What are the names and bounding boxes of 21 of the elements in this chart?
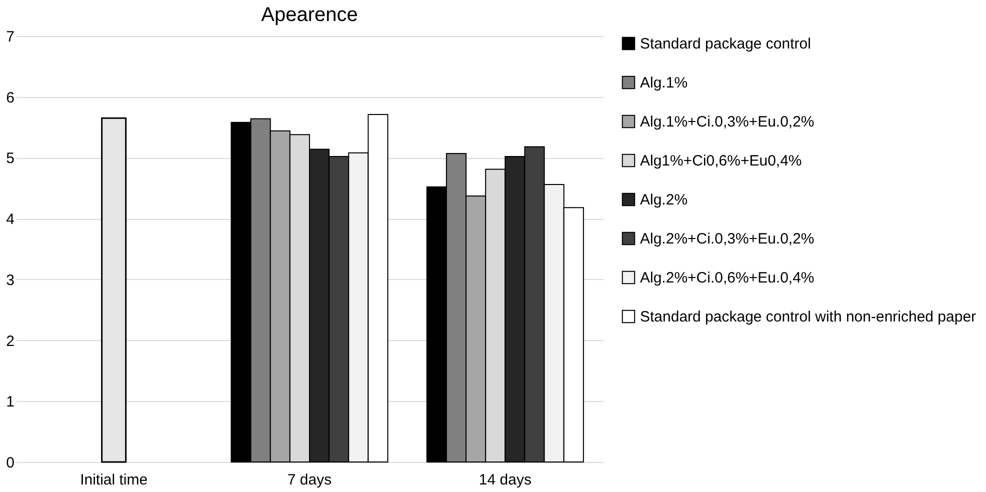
chart-title: Apearence <box>261 4 358 26</box>
y-tick-label: 4 <box>6 211 14 228</box>
bar <box>101 117 127 463</box>
legend-label: Alg.2%+Ci.0,3%+Eu.0,2% <box>640 230 814 248</box>
y-tick-label: 0 <box>6 454 14 472</box>
y-tick-label: 3 <box>6 272 14 289</box>
y-tick-label: 1 <box>6 394 14 411</box>
legend-label: Alg.2%+Ci.0,6%+Eu.0,4% <box>640 270 814 286</box>
y-tick-label: 6 <box>6 89 14 106</box>
legend-label: Alg.2% <box>640 192 688 208</box>
legend-label: Alg1%+Ci0,6%+Eu0,4% <box>640 152 802 170</box>
legend-label: Standard package control with non-enriched paper <box>640 308 976 326</box>
legend-label: Alg.1%+Ci.0,3%+Eu.0,2% <box>640 114 814 130</box>
y-tick-label: 2 <box>6 332 14 350</box>
legend-label: Alg.1% <box>640 74 688 92</box>
legend-label: Standard package control <box>640 36 811 52</box>
y-tick-label: 5 <box>6 150 14 168</box>
y-tick-label: 7 <box>6 28 14 46</box>
x-tick-label: 7 days <box>287 472 332 488</box>
x-tick-label: 14 days <box>478 472 532 488</box>
x-tick-label: Initial time <box>80 472 148 488</box>
